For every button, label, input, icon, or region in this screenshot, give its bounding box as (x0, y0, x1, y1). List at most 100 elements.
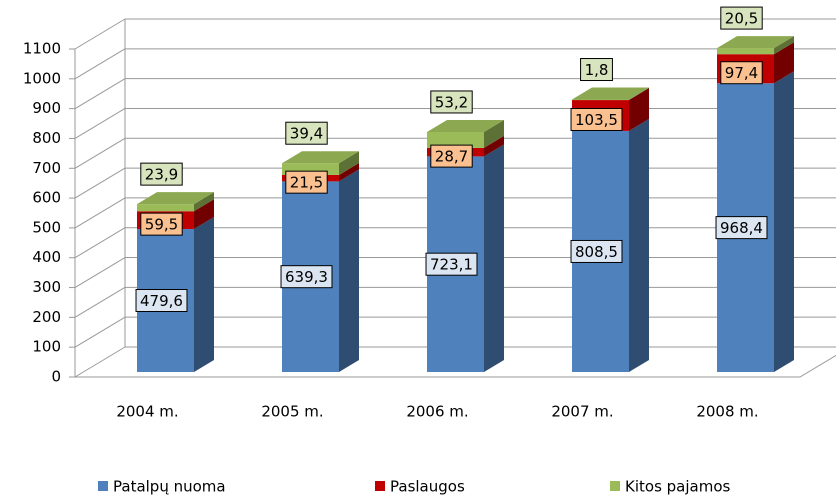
data-label: 103,5 (570, 107, 623, 131)
data-label-box (140, 162, 183, 186)
data-label-text: 723,1 (430, 256, 473, 274)
y-tick-label: 1100 (23, 40, 61, 58)
grid-line (74, 18, 126, 50)
bar-top (427, 119, 504, 132)
data-label-text: 103,5 (575, 111, 618, 129)
bar-top (572, 87, 649, 100)
data-label: 39,4 (285, 121, 328, 145)
grid-line (74, 167, 126, 199)
data-label: 97,4 (720, 61, 763, 85)
data-label-text: 21,5 (290, 174, 323, 192)
data-label: 1,8 (580, 58, 613, 82)
grid-line (74, 286, 126, 318)
bar-side (194, 216, 214, 372)
data-label-text: 808,5 (575, 243, 618, 261)
bar (137, 204, 194, 212)
data-label-box (285, 170, 328, 194)
legend-swatch (375, 481, 385, 491)
grid-line (74, 48, 126, 80)
data-label-box (720, 6, 763, 30)
data-label: 21,5 (285, 170, 328, 194)
data-label-text: 639,3 (285, 268, 328, 286)
data-label-text: 968,4 (720, 219, 763, 237)
x-tick-label: 2007 m. (551, 403, 613, 421)
data-label: 53,2 (430, 90, 473, 114)
bar-side (629, 118, 649, 372)
bar-side (484, 144, 504, 372)
data-label-text: 20,5 (725, 10, 758, 28)
legend-swatch (98, 481, 108, 491)
grid-line (74, 316, 126, 348)
data-label-box (425, 252, 478, 276)
floor (75, 354, 836, 378)
data-label-text: 23,9 (145, 166, 178, 184)
bar-side (774, 71, 794, 373)
bar-side (339, 162, 359, 182)
legend-swatch (610, 481, 620, 491)
data-label-box (285, 121, 328, 145)
bar-side (194, 192, 214, 212)
grid-line (74, 227, 126, 259)
x-tick-label: 2008 m. (696, 403, 758, 421)
data-label-box (570, 239, 623, 263)
grid-line (74, 78, 126, 110)
x-tick-label: 2004 m. (116, 403, 178, 421)
data-label-box (430, 144, 473, 168)
bar (717, 48, 774, 55)
data-label-text: 1,8 (585, 61, 609, 79)
grid-line (74, 257, 126, 288)
data-label-box (715, 216, 768, 240)
bar-top (137, 192, 214, 205)
data-label-box (570, 107, 623, 131)
data-label-text: 53,2 (435, 93, 468, 111)
bar-top (282, 151, 359, 164)
data-label: 968,4 (715, 216, 768, 240)
data-label: 20,5 (720, 6, 763, 30)
data-label-text: 59,5 (145, 216, 178, 234)
y-tick-label: 600 (32, 189, 61, 207)
data-label: 28,7 (430, 144, 473, 168)
data-label: 479,6 (135, 288, 188, 312)
data-label-box (135, 288, 188, 312)
y-tick-label: 0 (51, 368, 61, 386)
bar-side (629, 87, 649, 101)
bar (572, 99, 629, 101)
grid-line (74, 197, 126, 229)
data-label: 808,5 (570, 239, 623, 263)
y-tick-label: 900 (32, 99, 61, 117)
data-label: 723,1 (425, 252, 478, 276)
grid-line (74, 108, 126, 139)
data-label: 59,5 (140, 212, 183, 236)
data-label: 639,3 (280, 265, 333, 289)
bar-side (629, 88, 649, 131)
grid-line (74, 137, 126, 169)
x-tick-label: 2005 m. (261, 403, 323, 421)
y-tick-label: 200 (32, 308, 61, 326)
y-tick-label: 700 (32, 159, 61, 177)
bar-side (484, 135, 504, 157)
bar (427, 131, 484, 148)
data-label-text: 28,7 (435, 148, 468, 166)
x-tick-label: 2006 m. (406, 403, 468, 421)
data-label-box (430, 90, 473, 114)
data-label-text: 479,6 (140, 292, 183, 310)
grid-line (74, 346, 126, 378)
data-label-text: 97,4 (725, 64, 758, 82)
bar (282, 163, 339, 175)
data-label-box (280, 265, 333, 289)
data-label-text: 39,4 (290, 125, 323, 143)
y-tick-label: 300 (32, 278, 61, 296)
bar-side (194, 199, 214, 229)
legend-label: Kitos pajamos (625, 478, 731, 496)
bar-side (339, 151, 359, 175)
bar-side (774, 42, 794, 84)
bar-side (774, 36, 794, 55)
data-label-box (720, 61, 763, 85)
data-label: 23,9 (140, 162, 183, 186)
y-tick-label: 100 (32, 338, 61, 356)
legend-label: Paslaugos (390, 478, 465, 496)
y-tick-label: 400 (32, 248, 61, 266)
y-tick-label: 500 (32, 218, 61, 236)
bar-side (339, 169, 359, 372)
